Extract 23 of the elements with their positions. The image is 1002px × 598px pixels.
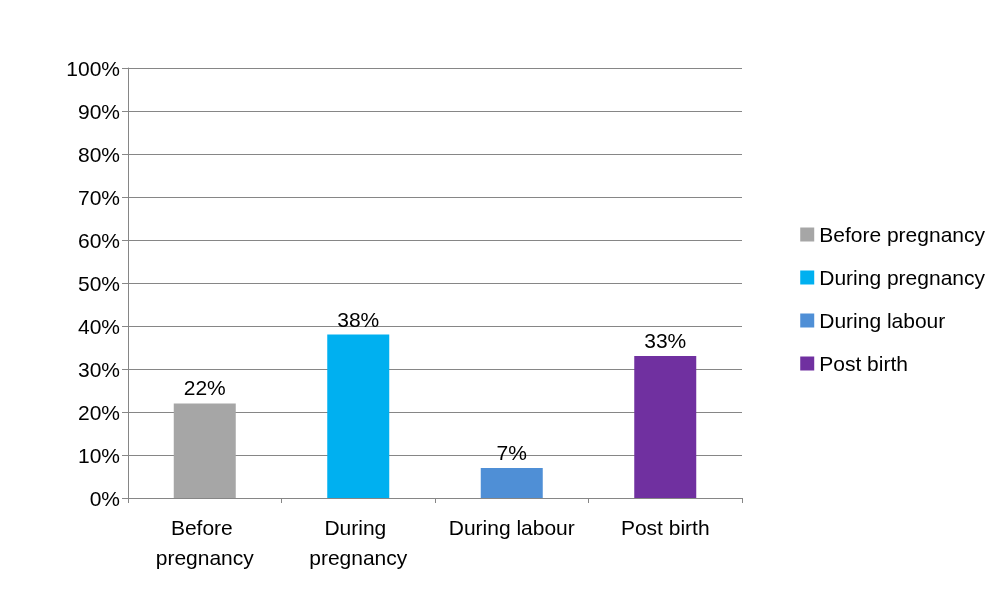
y-tick-label: 10% [77,443,120,467]
legend-label: During labour [819,309,946,332]
x-tick-label: Post birth [620,515,710,539]
y-tick-label: 0% [89,486,120,510]
x-tick-label: During pregnancy [309,515,408,569]
data-label: 7% [496,440,527,464]
y-tick-label: 90% [77,99,120,123]
y-tick-label: 20% [77,400,120,424]
y-tick-label: 30% [77,357,120,381]
x-tick-label: Before pregnancy [155,515,255,569]
y-tick-label: 50% [77,271,120,295]
data-label: 22% [183,376,226,400]
legend-label: During pregnancy [819,266,986,289]
y-tick-label: 80% [77,142,120,166]
y-tick-label: 60% [77,228,120,252]
y-tick-label: 70% [77,185,120,209]
y-tick-label: 100% [66,56,120,80]
y-tick-label: 40% [77,314,120,338]
legend-label: Before pregnancy [819,223,986,246]
x-tick-label: During labour [448,515,575,539]
legend-label: Post birth [819,352,908,375]
data-label: 38% [337,307,380,331]
data-label: 33% [644,329,687,353]
